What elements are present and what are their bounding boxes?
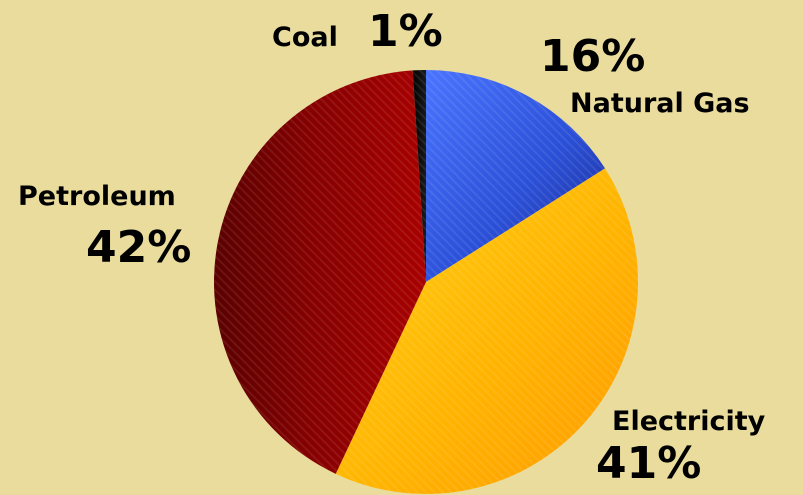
- petroleum-label: Petroleum: [18, 181, 176, 212]
- pie-slice-texture-coal: [412, 70, 426, 282]
- natural-gas-label: Natural Gas: [570, 88, 750, 119]
- pie-slice-texture-petroleum: [213, 70, 426, 474]
- coal-label: Coal: [272, 22, 338, 53]
- natural-gas-percent-label: 16%: [540, 31, 645, 82]
- electricity-label: Electricity: [612, 406, 766, 437]
- pie-slices: [213, 70, 638, 495]
- petroleum-percent-label: 42%: [86, 222, 191, 273]
- pie-slice-texture-natural-gas: [426, 70, 605, 282]
- pie-slice-texture-electricity: [335, 168, 638, 495]
- electricity-percent-label: 41%: [596, 438, 701, 489]
- coal-percent-label: 1%: [368, 6, 443, 57]
